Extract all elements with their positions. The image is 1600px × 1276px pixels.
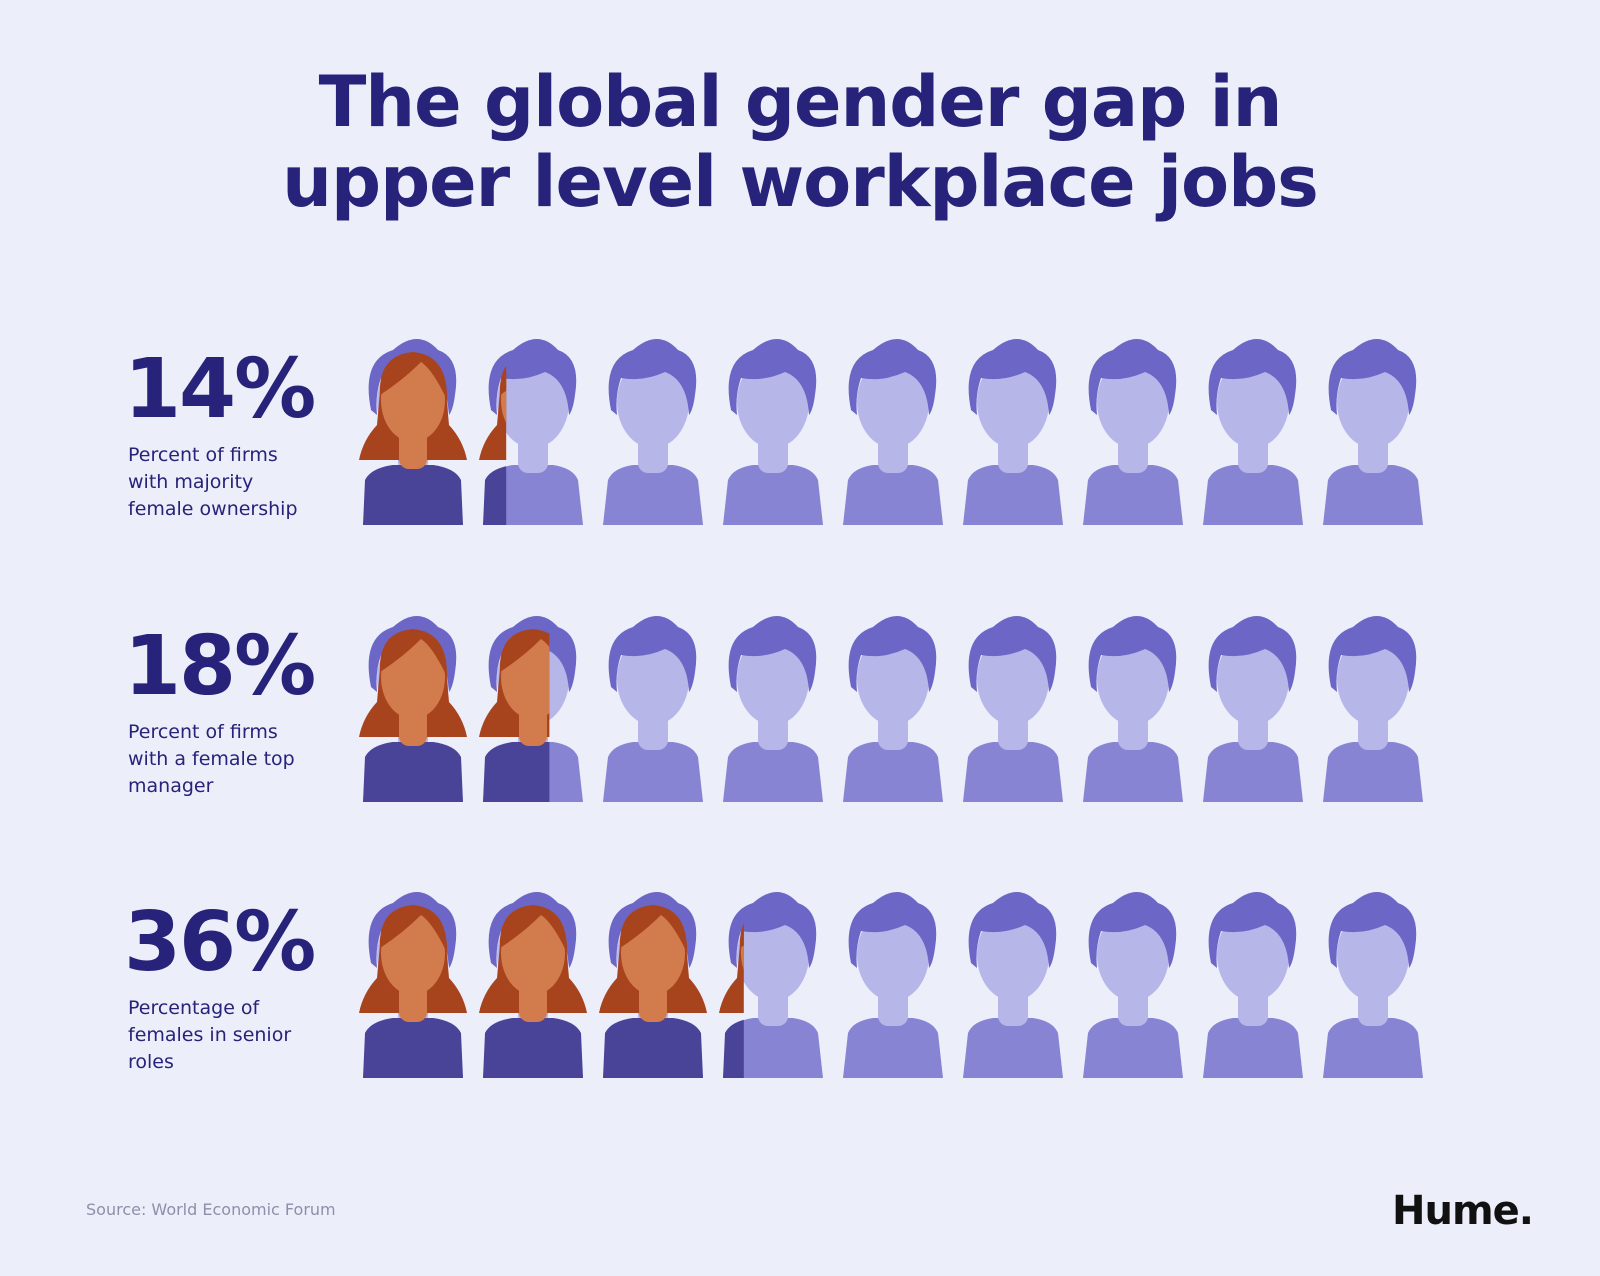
category-label: Percentage of females in senior roles (128, 997, 292, 1073)
value-label: 18% (124, 619, 316, 714)
female-share (359, 352, 507, 525)
brand: Hume. (1392, 1188, 1534, 1234)
source: Source: World Economic Forum (86, 1200, 336, 1219)
category-label: Percent of firms with a female top manag… (128, 721, 295, 797)
female-share (359, 629, 550, 802)
female-share (359, 905, 744, 1078)
chart-title: The global gender gap in upper level wor… (282, 61, 1319, 223)
value-label: 36% (124, 895, 316, 990)
value-label: 14% (124, 342, 316, 437)
icon-row (363, 339, 1423, 525)
category-label: Percent of firms with majority female ow… (128, 444, 298, 520)
